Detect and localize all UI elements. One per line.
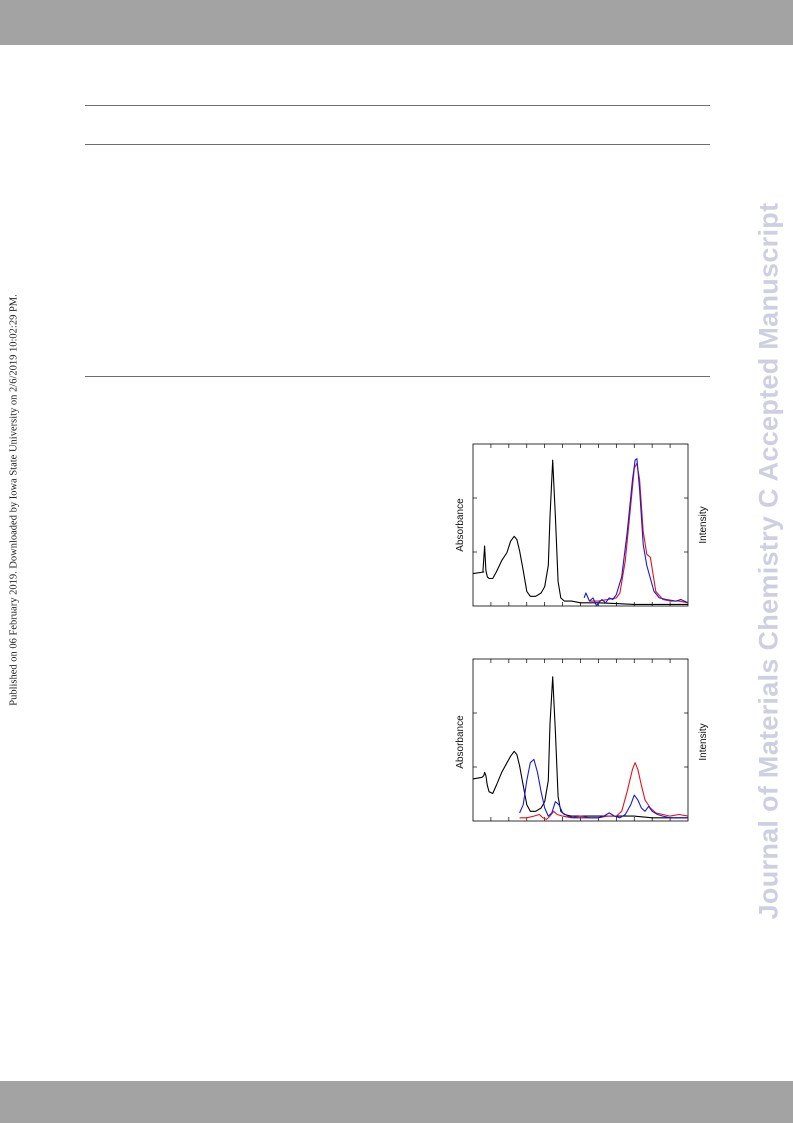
series-group: [472, 676, 689, 820]
emission-trace-blue: [519, 758, 688, 819]
y-axis-label-left: Absorbance: [455, 715, 466, 769]
header-band: [0, 0, 793, 45]
emission-trace-blue: [583, 458, 689, 607]
absorbance-trace: [472, 459, 688, 605]
spectrum-chart-b: Absorbance Intensity: [455, 658, 709, 822]
table-bottom-rule: [85, 376, 710, 377]
table-top-rule: [85, 105, 710, 106]
axis-ticks: [473, 444, 688, 606]
plot-frame: [472, 443, 689, 607]
axis-ticks: [473, 659, 688, 821]
spectrum-chart-a: Absorbance Intensity: [455, 443, 709, 607]
y-axis-label-left: Absorbance: [455, 498, 466, 552]
y-axis-label-right: Intensity: [698, 723, 709, 760]
absorbance-trace: [472, 676, 688, 819]
publication-note-text: Published on 06 February 2019. Downloade…: [8, 294, 20, 706]
series-group: [472, 458, 689, 607]
y-axis-label-right: Intensity: [698, 506, 709, 543]
table-header-rule: [85, 144, 710, 145]
plot-frame: [472, 658, 689, 822]
footer-band: [0, 1081, 793, 1123]
emission-trace-red: [519, 762, 689, 820]
watermark-text: Journal of Materials Chemistry C Accepte…: [753, 202, 784, 920]
